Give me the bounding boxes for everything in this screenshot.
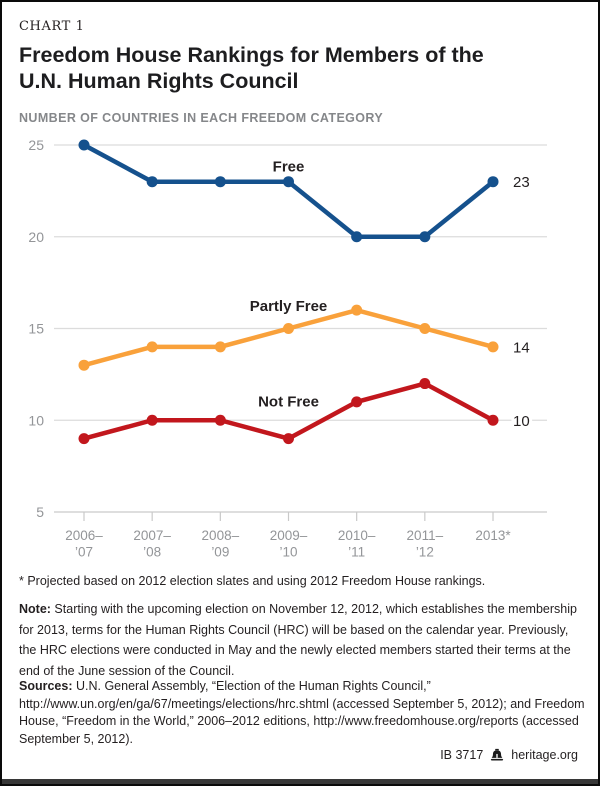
series-point-not-free-0 — [78, 433, 90, 445]
series-point-free-0 — [78, 139, 90, 151]
page-title-line1: Freedom House Rankings for Members of th… — [19, 43, 484, 67]
series-label-free: Free — [273, 159, 305, 176]
y-tick-label-25: 25 — [28, 137, 44, 153]
note-text: Starting with the upcoming election on N… — [19, 602, 577, 678]
sources-label: Sources: — [19, 679, 73, 693]
series-line-partly-free — [83, 307, 494, 368]
x-tick-label-6: 2013* — [475, 528, 511, 543]
x-tick-label2-0: ’07 — [75, 545, 93, 560]
series-point-free-1 — [146, 176, 158, 188]
series-point-not-free-5 — [419, 378, 431, 390]
series-point-not-free-3 — [283, 433, 295, 445]
bottom-bar — [2, 779, 598, 784]
series-point-free-3 — [283, 176, 295, 188]
series-point-not-free-1 — [146, 414, 158, 426]
sources-paragraph: Sources: U.N. General Assembly, “Electio… — [19, 678, 585, 748]
series-point-not-free-2 — [214, 414, 226, 426]
series-point-partly-free-6 — [487, 341, 499, 353]
series-label-partly-free: Partly Free — [250, 298, 328, 315]
x-tick-label-0: 2006– — [65, 528, 103, 543]
end-value-label-partly-free: 14 — [513, 339, 530, 356]
x-tick-label2-4: ’11 — [348, 545, 365, 560]
series-point-not-free-4 — [351, 396, 363, 408]
series-point-free-5 — [419, 231, 431, 243]
series-point-partly-free-2 — [214, 341, 226, 353]
series-point-free-4 — [351, 231, 363, 243]
x-tick-label2-1: ’08 — [143, 545, 161, 560]
chart-kicker: CHART 1 — [19, 19, 85, 34]
site-name: heritage.org — [511, 748, 578, 762]
x-tick-label-3: 2009– — [270, 528, 308, 543]
y-tick-label-5: 5 — [36, 504, 44, 520]
chart-area: 5 10 15 20 25 2006– ’07 2007– ’08 2008– ’09 2009– ’1… — [2, 132, 598, 567]
freedom-rankings-line-chart: 5 10 15 20 25 2006– ’07 2007– ’08 2008– ’09 2009– ’1… — [28, 137, 547, 560]
series-point-partly-free-3 — [283, 323, 295, 334]
series-point-partly-free-4 — [351, 304, 363, 316]
series-line-not-free — [83, 381, 495, 442]
end-value-label-free: 23 — [513, 174, 530, 191]
report-id: IB 3717 — [440, 748, 484, 762]
end-value-label-not-free: 10 — [513, 413, 530, 430]
chart-subtitle: NUMBER OF COUNTRIES IN EACH FREEDOM CATE… — [19, 111, 384, 125]
series-point-partly-free-5 — [419, 323, 431, 334]
x-tick-label2-2: ’09 — [211, 545, 229, 560]
x-tick-label2-3: ’10 — [279, 545, 297, 560]
series-point-not-free-6 — [487, 414, 499, 426]
projection-footnote: * Projected based on 2012 election slate… — [19, 574, 486, 588]
note-paragraph: Note: Starting with the upcoming electio… — [19, 599, 585, 681]
series-label-not-free: Not Free — [258, 393, 319, 410]
series-point-free-2 — [214, 176, 226, 188]
page-title: Freedom House Rankings for Members of th… — [19, 42, 484, 94]
series-point-free-6 — [487, 176, 499, 188]
x-tick-label-2: 2008– — [202, 528, 240, 543]
x-tick-label-1: 2007– — [133, 528, 171, 543]
sources-text: U.N. General Assembly, “Election of the … — [19, 679, 585, 746]
note-label: Note: — [19, 602, 51, 616]
series-point-partly-free-1 — [146, 341, 158, 353]
heritage-bell-icon — [490, 748, 504, 762]
x-tick-label-4: 2010– — [338, 528, 376, 543]
x-tick-label-5: 2011– — [407, 528, 444, 543]
y-tick-label-15: 15 — [28, 321, 44, 337]
series-point-partly-free-0 — [78, 359, 90, 371]
page-title-line2: U.N. Human Rights Council — [19, 69, 299, 93]
y-tick-label-10: 10 — [28, 412, 44, 428]
x-tick-label2-5: ’12 — [416, 545, 434, 560]
footer: IB 3717 heritage.org — [440, 748, 578, 762]
y-tick-label-20: 20 — [28, 229, 44, 245]
